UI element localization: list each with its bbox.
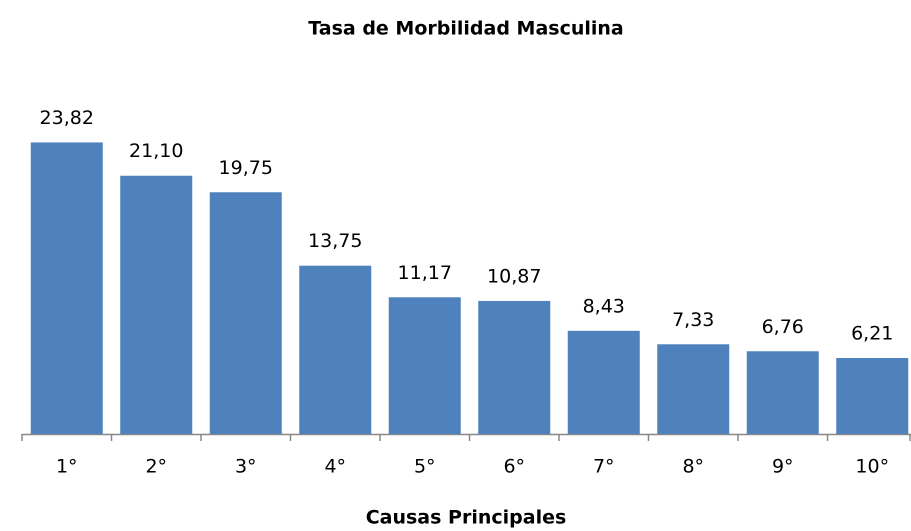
x-tick-label: 10° — [855, 456, 889, 478]
bar — [120, 175, 193, 434]
value-label: 10,87 — [487, 265, 541, 287]
x-tick-label: 6° — [503, 456, 525, 478]
bar — [567, 330, 640, 434]
bar — [478, 300, 551, 434]
bar — [657, 344, 730, 434]
bar — [388, 297, 461, 434]
x-axis-label: Causas Principales — [366, 507, 567, 529]
x-tick-label: 5° — [414, 456, 436, 478]
value-label: 13,75 — [308, 230, 362, 252]
x-tick-label: 1° — [56, 456, 78, 478]
bar — [836, 357, 909, 434]
x-tick-label: 9° — [772, 456, 794, 478]
value-label: 7,33 — [672, 309, 714, 331]
value-label: 8,43 — [583, 295, 625, 317]
x-tick-label: 3° — [235, 456, 257, 478]
bar — [299, 265, 372, 434]
x-tick-label: 8° — [682, 456, 704, 478]
bar — [746, 351, 819, 434]
bar — [30, 142, 103, 434]
x-tick-label: 4° — [324, 456, 346, 478]
x-tick-label: 2° — [145, 456, 167, 478]
value-label: 6,76 — [762, 316, 804, 338]
value-label: 11,17 — [398, 262, 452, 284]
value-label: 23,82 — [40, 107, 94, 129]
x-tick-label: 7° — [593, 456, 615, 478]
value-label: 6,21 — [851, 322, 893, 344]
bar — [209, 192, 282, 434]
value-label: 19,75 — [219, 157, 273, 179]
value-label: 21,10 — [129, 140, 183, 162]
chart-title: Tasa de Morbilidad Masculina — [308, 18, 624, 40]
